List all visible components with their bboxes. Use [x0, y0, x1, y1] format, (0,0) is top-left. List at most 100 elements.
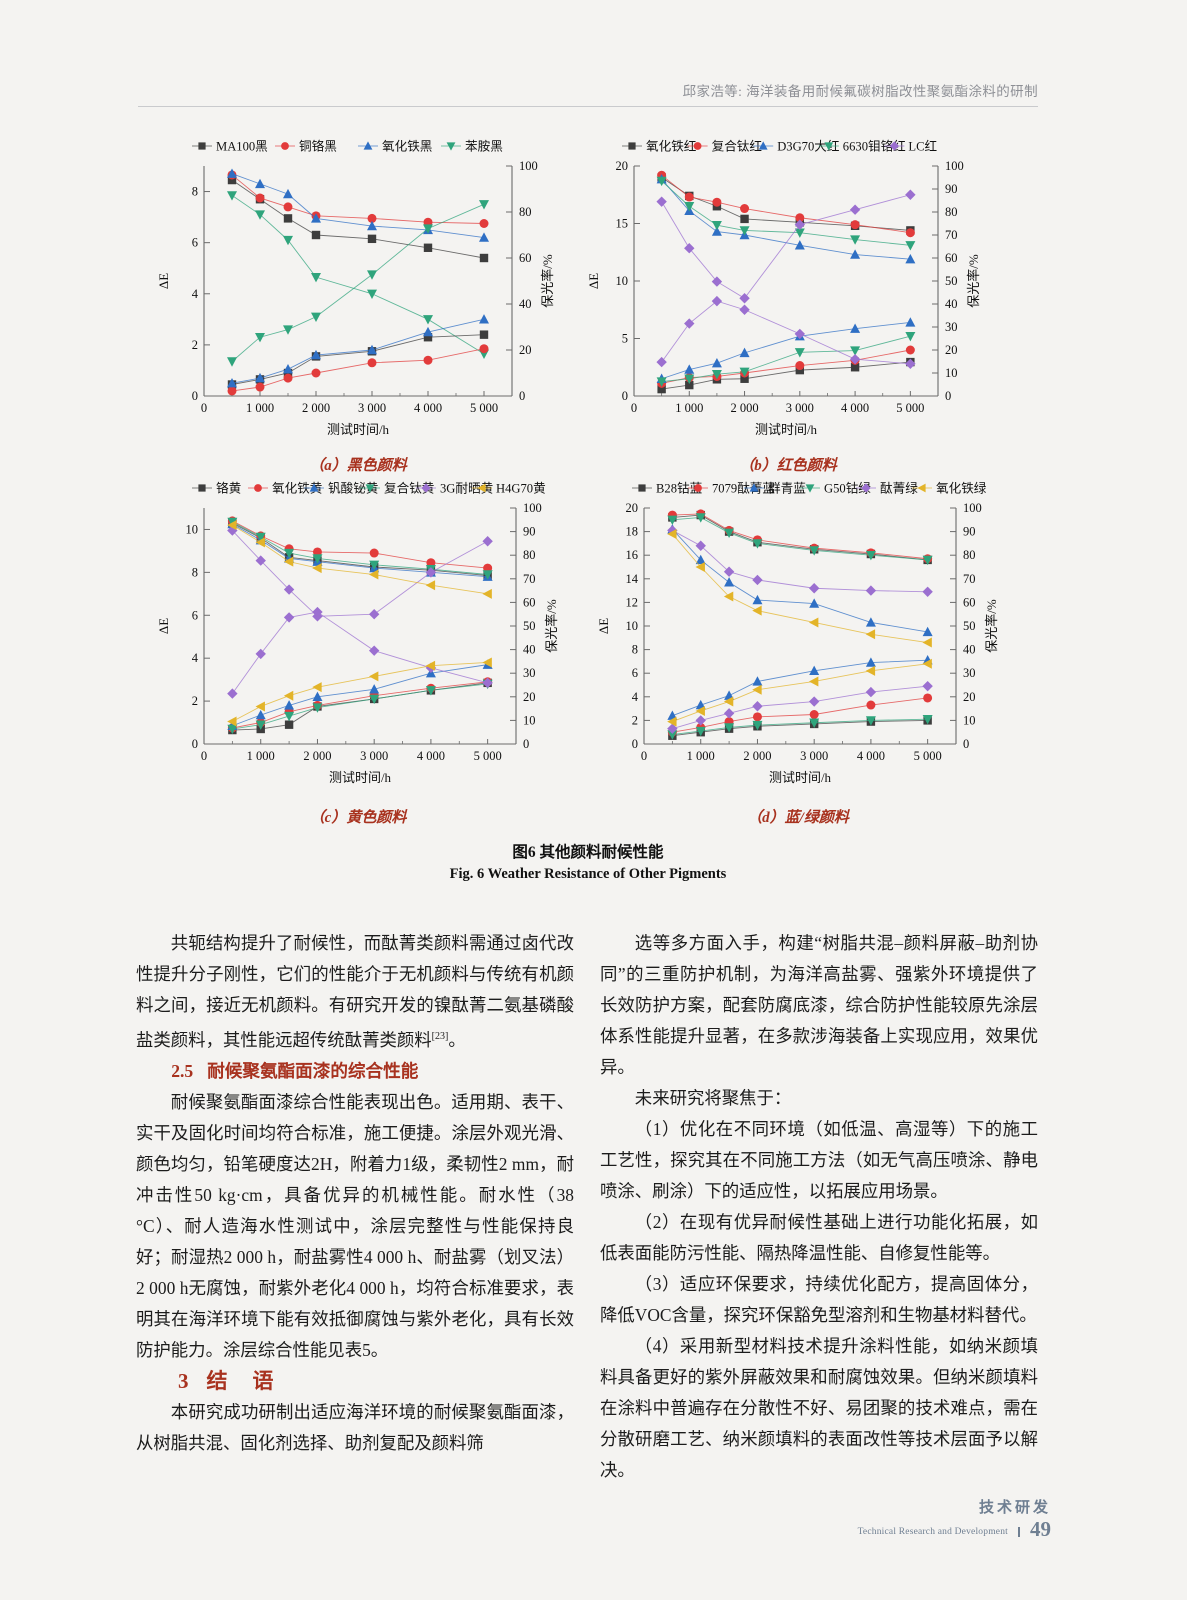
svg-text:8: 8 — [192, 185, 198, 199]
svg-text:90: 90 — [963, 525, 976, 539]
svg-text:3 000: 3 000 — [358, 401, 386, 415]
svg-text:复合钛红: 复合钛红 — [712, 139, 763, 154]
svg-text:3 000: 3 000 — [786, 401, 814, 415]
svg-text:0: 0 — [523, 737, 529, 751]
svg-text:50: 50 — [523, 619, 536, 633]
paragraph-conjugated-structure: 共轭结构提升了耐候性，而酞菁类颜料需通过卤代改性提升分子刚性，它们的性能介于无机… — [136, 928, 574, 1056]
svg-text:14: 14 — [626, 572, 639, 586]
svg-text:铜铬黑: 铜铬黑 — [299, 139, 337, 154]
svg-text:20: 20 — [963, 690, 976, 704]
chart-b-caption: （b）红色颜料 — [739, 458, 837, 474]
running-header: 邱家浩等: 海洋装备用耐候氟碳树脂改性聚氨酯涂料的研制 — [138, 80, 1038, 101]
svg-text:90: 90 — [945, 182, 958, 196]
chart-d-blue-green-pigments: 0 1 000 2 000 3 000 4 000 5 000 0 2 4 6 8 10 12 14 16 1… — [588, 478, 1008, 838]
paragraph-future-intro: 未来研究将聚焦于： — [634, 1088, 792, 1108]
svg-text:30: 30 — [963, 666, 976, 680]
footer-brand-cn: 技术研发 — [978, 1500, 1051, 1516]
svg-text:B28钴蓝: B28钴蓝 — [656, 482, 703, 496]
paragraph-future-4: （4）采用新型材料技术提升涂料性能，如纳米颜填料具备更好的紫外屏蔽效果和耐腐蚀效… — [600, 1336, 1038, 1480]
svg-text:氧化铁绿: 氧化铁绿 — [936, 482, 987, 496]
body-column-left: 共轭结构提升了耐候性，而酞菁类颜料需通过卤代改性提升分子刚性，它们的性能介于无机… — [136, 928, 574, 1459]
section-number: 3 — [178, 1368, 189, 1393]
svg-text:苯胺黑: 苯胺黑 — [465, 140, 503, 154]
page-number: 49 — [1030, 1517, 1051, 1541]
svg-text:3 000: 3 000 — [360, 749, 388, 763]
svg-text:测试时间/h: 测试时间/h — [327, 422, 390, 437]
svg-text:20: 20 — [616, 159, 629, 173]
svg-text:5 000: 5 000 — [896, 401, 924, 415]
svg-text:2 000: 2 000 — [302, 401, 330, 415]
svg-text:70: 70 — [963, 572, 976, 586]
svg-text:16: 16 — [626, 548, 639, 562]
svg-text:D3G70大红: D3G70大红 — [777, 139, 840, 154]
svg-text:100: 100 — [519, 159, 538, 173]
paragraph-conclusion-cont: 选等多方面入手，构建“树脂共混–颜料屏蔽–助剂协同”的三重防护机制，为海洋高盐雾… — [600, 933, 1038, 1077]
svg-text:20: 20 — [519, 343, 532, 357]
svg-text:15: 15 — [616, 217, 629, 231]
svg-text:100: 100 — [523, 501, 542, 515]
svg-text:50: 50 — [963, 619, 976, 633]
svg-text:10: 10 — [186, 522, 199, 536]
svg-text:4: 4 — [192, 651, 199, 665]
svg-text:12: 12 — [626, 595, 639, 609]
svg-text:20: 20 — [945, 343, 958, 357]
paragraph-future-3: （3）适应环保要求，持续优化配方，提高固体分，降低VOC含量，探究环保豁免型溶剂… — [600, 1274, 1038, 1325]
paragraph-conclusion-start: 本研究成功研制出适应海洋环境的耐候聚氨酯面漆，从树脂共混、固化剂选择、助剂复配及… — [136, 1401, 574, 1453]
svg-text:酞菁绿: 酞菁绿 — [880, 482, 918, 496]
svg-text:10: 10 — [616, 274, 629, 288]
chart-b-red-pigments: 0 1 000 2 000 3 000 4 000 5 000 0 5 10 15 20 0 10 20 3… — [586, 136, 988, 486]
svg-text:2 000: 2 000 — [743, 749, 771, 763]
svg-text:2: 2 — [192, 694, 198, 708]
figure-caption-en: Fig. 6 Weather Resistance of Other Pigme… — [449, 866, 727, 882]
svg-text:4: 4 — [632, 690, 639, 704]
footer-brand-en: Technical Research and Development — [858, 1527, 1020, 1537]
svg-text:8: 8 — [632, 643, 638, 657]
svg-text:10: 10 — [626, 619, 639, 633]
svg-text:4 000: 4 000 — [414, 401, 442, 415]
header-rule — [138, 106, 1038, 107]
svg-text:保光率/%: 保光率/% — [966, 254, 981, 308]
svg-text:ΔE: ΔE — [596, 618, 611, 634]
chart-c-caption: （c）黄色颜料 — [309, 810, 407, 826]
svg-text:保光率/%: 保光率/% — [540, 254, 555, 308]
svg-text:4 000: 4 000 — [841, 401, 869, 415]
svg-text:氧化铁黑: 氧化铁黑 — [382, 140, 432, 154]
svg-text:80: 80 — [945, 205, 958, 219]
svg-text:80: 80 — [523, 548, 536, 562]
svg-text:10: 10 — [945, 366, 958, 380]
svg-text:2 000: 2 000 — [303, 749, 331, 763]
body-column-right: 选等多方面入手，构建“树脂共混–颜料屏蔽–助剂协同”的三重防护机制，为海洋高盐雾… — [600, 928, 1038, 1486]
svg-text:氧化铁红: 氧化铁红 — [646, 139, 697, 154]
svg-text:4 000: 4 000 — [857, 749, 885, 763]
svg-text:50: 50 — [945, 274, 958, 288]
svg-text:G50钴绿: G50钴绿 — [824, 482, 871, 496]
svg-text:100: 100 — [945, 159, 964, 173]
reference-marker: [23] — [431, 1031, 449, 1042]
figure-caption-cn: 图6 其他颜料耐候性能 — [512, 844, 664, 861]
svg-text:2 000: 2 000 — [730, 401, 758, 415]
svg-text:0: 0 — [945, 389, 951, 403]
svg-text:5 000: 5 000 — [914, 749, 942, 763]
svg-text:6630钼铬红: 6630钼铬红 — [843, 139, 906, 154]
svg-text:1 000: 1 000 — [687, 749, 715, 763]
svg-text:0: 0 — [622, 389, 628, 403]
paragraph-future-2: （2）在现有优异耐候性基础上进行功能化拓展，如低表面能防污性能、隔热降温性能、自… — [600, 1212, 1038, 1263]
svg-text:40: 40 — [945, 297, 958, 311]
svg-text:1 000: 1 000 — [675, 401, 703, 415]
paragraph-tail: 。 — [448, 1029, 466, 1050]
running-header-text: 邱家浩等: 海洋装备用耐候氟碳树脂改性聚氨酯涂料的研制 — [682, 84, 1038, 99]
svg-text:测试时间/h: 测试时间/h — [329, 770, 392, 785]
svg-text:测试时间/h: 测试时间/h — [769, 770, 832, 785]
svg-text:20: 20 — [523, 690, 536, 704]
svg-text:20: 20 — [626, 501, 639, 515]
chart-a-caption: （a）黑色颜料 — [309, 458, 407, 474]
svg-text:0: 0 — [963, 737, 969, 751]
section-heading-3: 3 结 语 — [136, 1366, 574, 1397]
svg-text:0: 0 — [201, 749, 207, 763]
svg-text:80: 80 — [519, 205, 532, 219]
svg-text:40: 40 — [523, 643, 536, 657]
svg-text:8: 8 — [192, 565, 198, 579]
svg-text:10: 10 — [523, 713, 536, 727]
